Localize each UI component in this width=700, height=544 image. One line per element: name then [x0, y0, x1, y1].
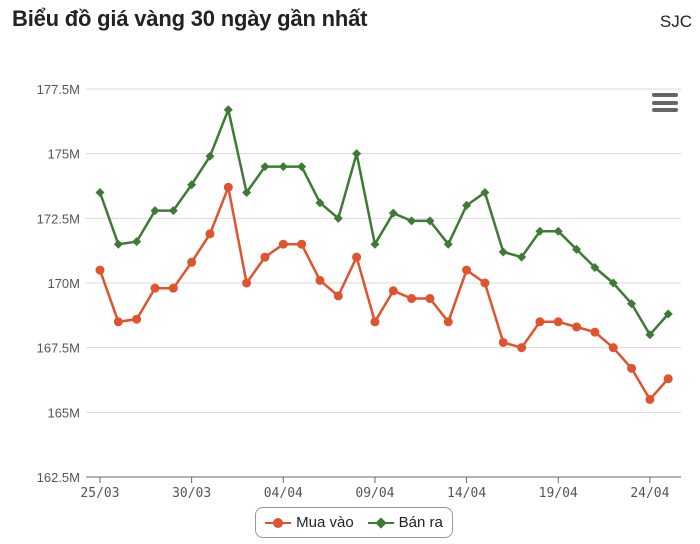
y-tick-label: 167.5M [37, 341, 80, 356]
data-point-sell [187, 180, 197, 190]
data-point-sell [278, 162, 288, 172]
chart-title: Biểu đồ giá vàng 30 ngày gần nhất [12, 6, 368, 31]
data-point-sell [553, 226, 563, 236]
legend-circle-icon [265, 516, 292, 530]
x-tick-label: 04/04 [264, 486, 303, 501]
data-point-buy [168, 283, 178, 293]
data-point-buy [517, 343, 527, 353]
y-tick-label: 172.5M [37, 211, 80, 226]
data-point-buy [278, 239, 288, 249]
data-point-buy [315, 275, 325, 285]
data-point-sell [572, 244, 582, 254]
data-point-sell [260, 162, 270, 172]
x-tick-label: 09/04 [355, 486, 394, 501]
data-point-buy [370, 317, 380, 327]
data-point-buy [498, 337, 508, 347]
data-point-sell [443, 239, 453, 249]
y-tick-label: 162.5M [37, 470, 80, 485]
data-point-sell [297, 162, 307, 172]
series-buy [95, 182, 673, 404]
data-point-buy [627, 363, 637, 373]
data-point-sell [480, 187, 490, 197]
data-point-sell [425, 216, 435, 226]
data-point-sell [315, 198, 325, 208]
data-point-buy [572, 322, 582, 332]
legend-item-sell[interactable]: Bán ra [367, 514, 443, 531]
y-tick-label: 165M [47, 405, 80, 420]
data-point-sell [498, 247, 508, 257]
y-tick-label: 175M [47, 147, 80, 162]
data-point-sell [113, 239, 123, 249]
grid-lines [86, 88, 681, 478]
data-point-sell [132, 237, 142, 247]
series-line-buy [98, 186, 670, 401]
data-point-sell [150, 206, 160, 216]
series-sell [95, 105, 673, 340]
x-tick-label: 25/03 [80, 486, 119, 501]
data-point-sell [407, 216, 417, 226]
data-point-sell [517, 252, 527, 262]
data-point-sell [645, 330, 655, 340]
x-tick-label: 24/04 [630, 486, 669, 501]
data-point-buy [132, 314, 142, 324]
data-point-buy [333, 291, 343, 301]
series-layer [95, 105, 673, 404]
hamburger-menu-icon[interactable] [652, 93, 678, 115]
data-point-buy [223, 182, 233, 192]
x-axis-ticks: 25/03 30/03 04/04 09/04 14/04 19/04 24/04 [80, 477, 670, 501]
data-point-buy [388, 286, 398, 296]
y-tick-label: 177.5M [37, 82, 80, 97]
data-point-sell [223, 105, 233, 115]
series-line-sell [98, 108, 670, 336]
data-point-buy [535, 317, 545, 327]
data-point-sell [95, 187, 105, 197]
legend-label-sell: Bán ra [398, 514, 443, 531]
data-point-buy [553, 317, 563, 327]
data-point-sell [168, 206, 178, 216]
data-point-sell [352, 149, 362, 159]
data-point-buy [260, 252, 270, 262]
data-point-buy [590, 327, 600, 337]
x-tick-label: 19/04 [539, 486, 578, 501]
data-point-sell [663, 309, 673, 319]
x-tick-label: 30/03 [172, 486, 211, 501]
brand-label: SJC [659, 12, 692, 31]
data-point-sell [370, 239, 380, 249]
data-point-buy [425, 294, 435, 304]
data-point-buy [113, 317, 123, 327]
data-point-sell [388, 208, 398, 218]
data-point-buy [95, 265, 105, 275]
data-point-sell [590, 262, 600, 272]
x-tick-label: 14/04 [447, 486, 486, 501]
data-point-buy [608, 343, 618, 353]
legend-item-buy[interactable]: Mua vào [265, 514, 354, 531]
data-point-sell [205, 151, 215, 161]
data-point-buy [407, 294, 417, 304]
y-axis-ticks: 162.5M 165M 167.5M 170M 172.5M 175M 177.5M [37, 82, 80, 485]
data-point-buy [187, 257, 197, 267]
legend-label-buy: Mua vào [296, 514, 354, 531]
legend: Mua vào Bán ra [255, 507, 453, 538]
data-point-buy [645, 394, 655, 404]
data-point-buy [205, 229, 215, 239]
data-point-sell [333, 213, 343, 223]
data-point-buy [150, 283, 160, 293]
data-point-buy [443, 317, 453, 327]
data-point-buy [352, 252, 362, 262]
data-point-sell [608, 278, 618, 288]
data-point-sell [535, 226, 545, 236]
data-point-buy [663, 374, 673, 384]
data-point-buy [242, 278, 252, 288]
data-point-sell [242, 187, 252, 197]
data-point-sell [627, 299, 637, 309]
data-point-sell [462, 200, 472, 210]
data-point-buy [462, 265, 472, 275]
legend-diamond-icon [367, 516, 394, 530]
y-tick-label: 170M [47, 276, 80, 291]
data-point-buy [480, 278, 490, 288]
data-point-buy [297, 239, 307, 249]
